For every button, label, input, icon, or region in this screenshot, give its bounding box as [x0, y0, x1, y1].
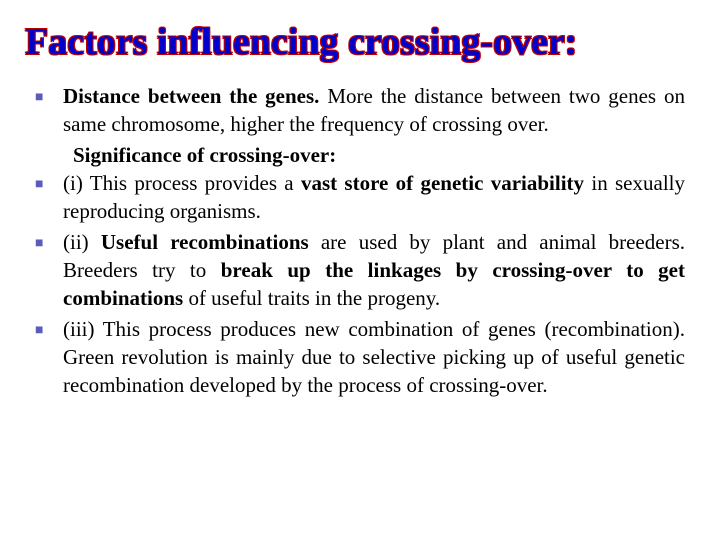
- bullet-icon: ■: [35, 90, 45, 106]
- list-item: ■ Distance between the genes. More the d…: [35, 82, 685, 139]
- bullet-icon: ■: [35, 323, 45, 339]
- list-item: ■ (iii) This process produces new combin…: [35, 315, 685, 400]
- slide-title: Factors influencing crossing-over:: [25, 20, 685, 64]
- bullet-icon: ■: [35, 177, 45, 193]
- list-text: (i) This process provides a vast store o…: [63, 169, 685, 226]
- list-item: ■ (ii) Useful recombinations are used by…: [35, 228, 685, 313]
- content-area: ■ Distance between the genes. More the d…: [25, 82, 685, 400]
- list-text: (iii) This process produces new combinat…: [63, 315, 685, 400]
- list-text: (ii) Useful recombinations are used by p…: [63, 228, 685, 313]
- subheading: Significance of crossing-over:: [73, 141, 685, 169]
- bullet-icon: ■: [35, 236, 45, 252]
- list-text: Distance between the genes. More the dis…: [63, 82, 685, 139]
- list-item: ■ (i) This process provides a vast store…: [35, 169, 685, 226]
